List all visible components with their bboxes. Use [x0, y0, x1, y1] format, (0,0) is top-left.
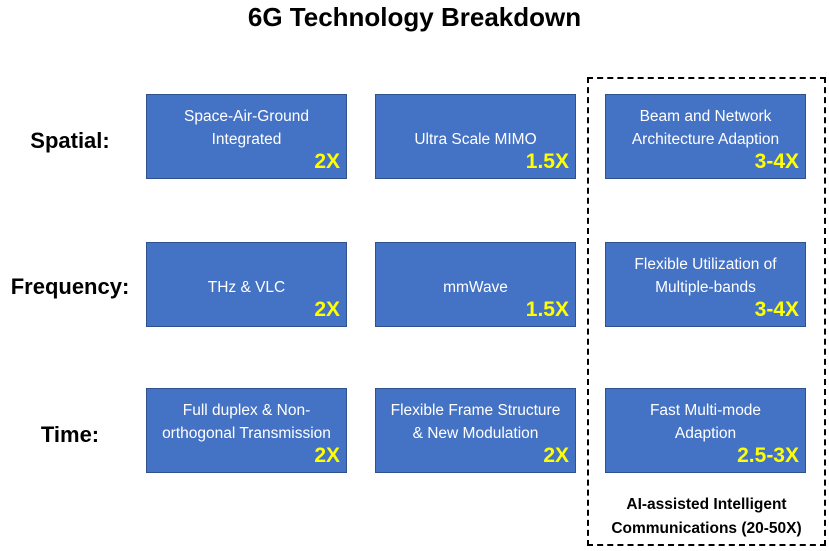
- tech-box-text: Fast Multi-mode Adaption: [649, 402, 762, 442]
- tech-box-multiplier: 2X: [543, 444, 569, 467]
- diagram-title: 6G Technology Breakdown: [247, 2, 582, 32]
- tech-box-multiplier: 1.5X: [525, 150, 569, 173]
- tech-box-text: Flexible Frame Structure & New Modulatio…: [390, 402, 561, 442]
- tech-box-multiplier: 2.5-3X: [737, 444, 799, 467]
- tech-box-text: mmWave: [443, 279, 508, 296]
- tech-box-mmwave: mmWave 1.5X: [375, 242, 576, 327]
- tech-box-multiplier: 2X: [314, 444, 340, 467]
- tech-box-multiplier: 3-4X: [754, 150, 799, 173]
- tech-box-text: Beam and Network Architecture Adaption: [631, 108, 780, 148]
- tech-box-text: THz & VLC: [207, 279, 286, 296]
- tech-box-ultra-scale-mimo: Ultra Scale MIMO 1.5X: [375, 94, 576, 179]
- tech-box-beam-network: Beam and Network Architecture Adaption 3…: [605, 94, 806, 179]
- row-label-time: Time:: [40, 422, 100, 447]
- ai-assisted-caption: AI-assisted Intelligent Communications (…: [611, 496, 802, 537]
- tech-box-text: Ultra Scale MIMO: [414, 131, 537, 148]
- tech-box-flexible-frame: Flexible Frame Structure & New Modulatio…: [375, 388, 576, 473]
- tech-box-multiplier: 3-4X: [754, 298, 799, 321]
- tech-box-multiplier: 1.5X: [525, 298, 569, 321]
- tech-box-multiplier: 2X: [314, 150, 340, 173]
- row-label-frequency: Frequency:: [10, 274, 130, 299]
- tech-box-text: Full duplex & Non- orthogonal Transmissi…: [162, 402, 331, 442]
- tech-box-multi-mode: Fast Multi-mode Adaption 2.5-3X: [605, 388, 806, 473]
- tech-box-full-duplex: Full duplex & Non- orthogonal Transmissi…: [146, 388, 347, 473]
- tech-box-space-air-ground: Space-Air-Ground Integrated 2X: [146, 94, 347, 179]
- tech-box-multiplier: 2X: [314, 298, 340, 321]
- tech-box-flexible-bands: Flexible Utilization of Multiple-bands 3…: [605, 242, 806, 327]
- tech-box-text: Flexible Utilization of Multiple-bands: [634, 256, 777, 296]
- tech-box-text: Space-Air-Ground Integrated: [184, 108, 309, 148]
- row-label-spatial: Spatial:: [30, 128, 110, 153]
- ai-assisted-group: AI-assisted Intelligent Communications (…: [587, 77, 826, 546]
- tech-box-thz-vlc: THz & VLC 2X: [146, 242, 347, 327]
